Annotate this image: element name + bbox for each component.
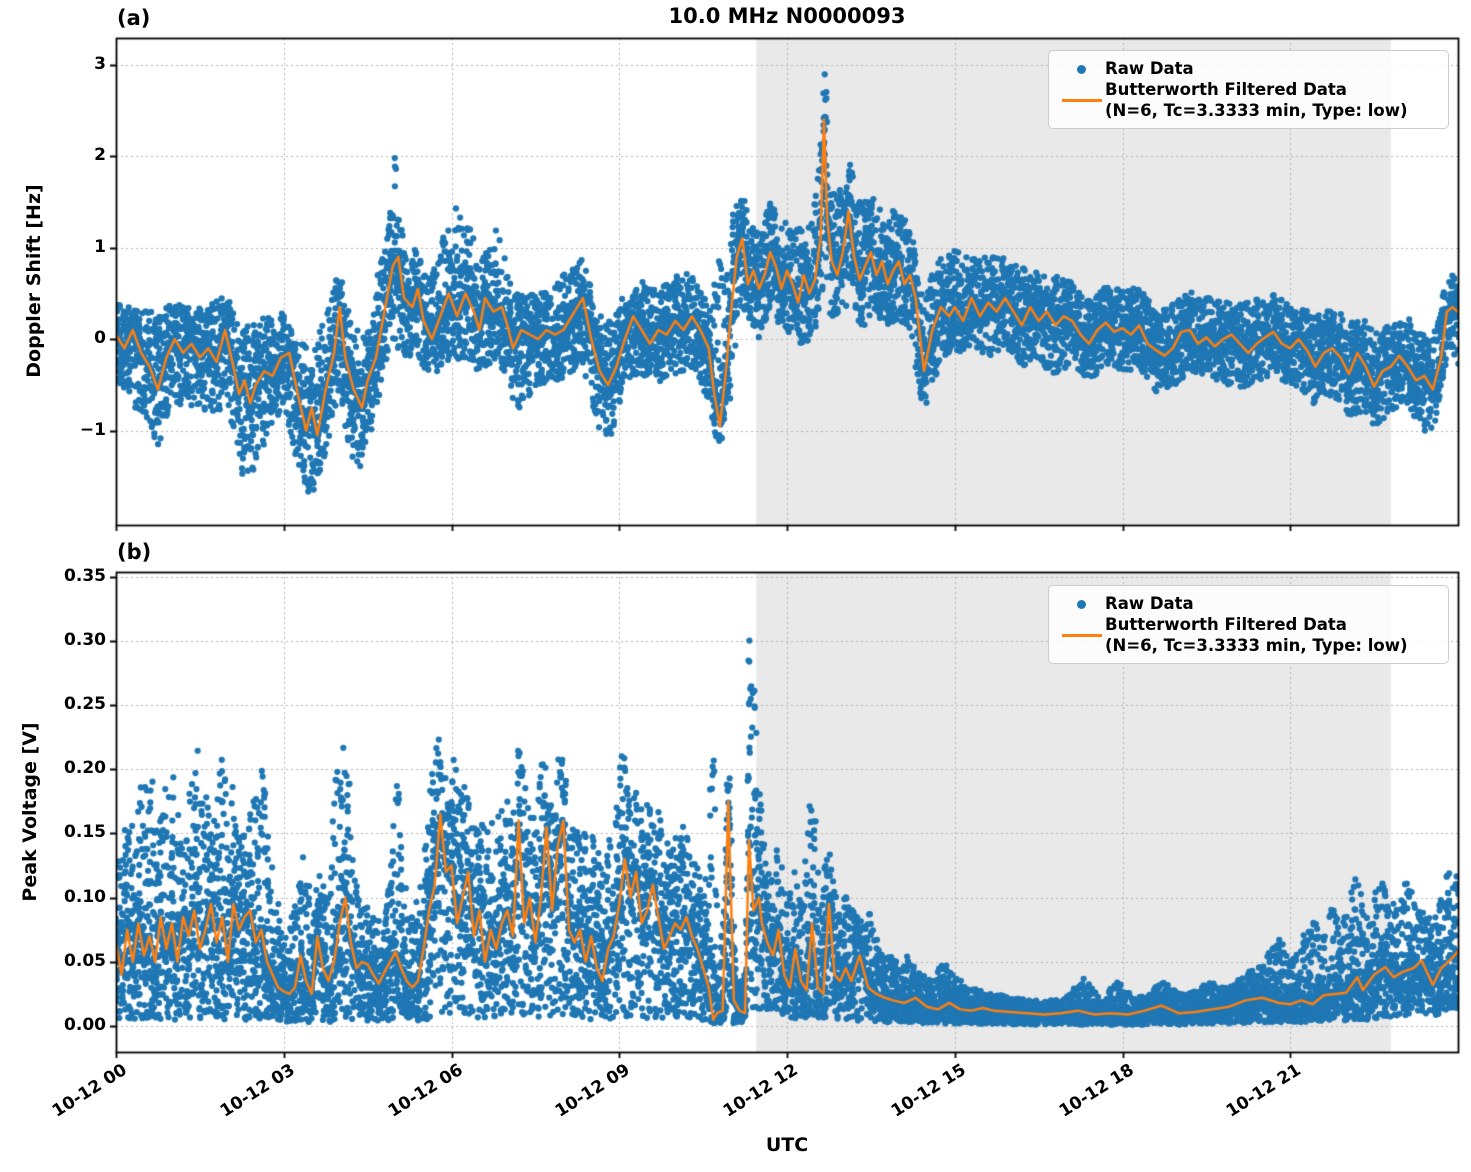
y-tick-label: 1: [94, 236, 106, 257]
legend-b: Raw Data Butterworth Filtered Data (N=6,…: [1048, 585, 1449, 664]
figure-title: 10.0 MHz N0000093: [668, 4, 906, 28]
legend-item-filtered: Butterworth Filtered Data (N=6, Tc=3.333…: [1058, 614, 1438, 656]
y-axis-label-doppler: Doppler Shift [Hz]: [23, 184, 45, 378]
y-tick-label: 2: [94, 145, 106, 166]
legend-raw-label: Raw Data: [1105, 59, 1194, 78]
filtered-data-line-icon: [1061, 634, 1102, 637]
raw-data-dot-icon: [1077, 65, 1086, 74]
y-tick-label: 0: [94, 328, 106, 349]
y-tick-label: −1: [79, 419, 106, 440]
y-tick-label: 0.25: [64, 694, 106, 715]
legend-filtered-label: Butterworth Filtered Data: [1105, 615, 1347, 634]
y-tick-label: 0.20: [64, 758, 106, 779]
filtered-data-line-icon: [1061, 99, 1102, 102]
panel-label-b: (b): [117, 540, 152, 564]
legend-raw-label: Raw Data: [1105, 594, 1194, 613]
y-tick-label: 0.00: [64, 1015, 106, 1036]
legend-filtered-sublabel: (N=6, Tc=3.3333 min, Type: low): [1105, 636, 1408, 655]
raw-data-dot-icon: [1077, 600, 1086, 609]
legend-item-raw: Raw Data: [1058, 58, 1438, 79]
legend-filtered-label: Butterworth Filtered Data: [1105, 80, 1347, 99]
legend-filtered-sublabel: (N=6, Tc=3.3333 min, Type: low): [1105, 101, 1408, 120]
y-tick-label: 0.35: [64, 565, 106, 586]
legend-a: Raw Data Butterworth Filtered Data (N=6,…: [1048, 50, 1449, 129]
y-tick-label: 0.10: [64, 886, 106, 907]
legend-item-filtered: Butterworth Filtered Data (N=6, Tc=3.333…: [1058, 79, 1438, 121]
y-tick-label: 0.15: [64, 822, 106, 843]
y-axis-label-voltage: Peak Voltage [V]: [19, 722, 41, 902]
legend-item-raw: Raw Data: [1058, 593, 1438, 614]
panel-label-a: (a): [117, 6, 151, 30]
x-axis-label: UTC: [765, 1134, 809, 1156]
y-tick-label: 3: [94, 53, 106, 74]
y-tick-label: 0.05: [64, 950, 106, 971]
y-tick-label: 0.30: [64, 629, 106, 650]
